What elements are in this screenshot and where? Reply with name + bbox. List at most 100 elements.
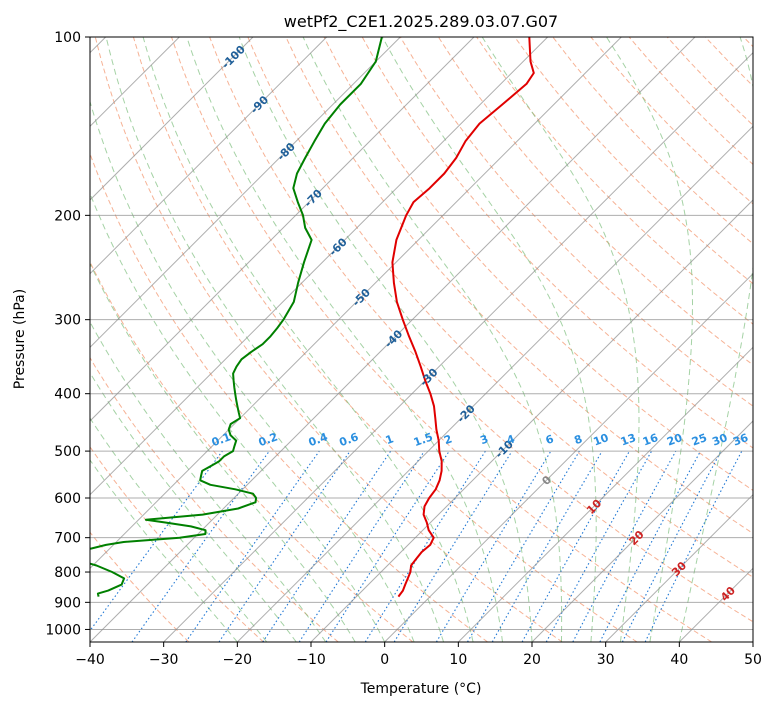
dry-adiabat-line <box>361 37 753 449</box>
moist-adiabat-line <box>90 417 268 642</box>
y-tick-label: 1000 <box>45 622 81 638</box>
mixing-ratio-label: 10 <box>592 431 611 449</box>
mixing-ratio-line <box>90 450 223 632</box>
moist-adiabat-line <box>678 37 753 642</box>
moist-adiabat-line <box>186 37 503 642</box>
dry-adiabat-line <box>247 37 753 578</box>
y-tick-label: 700 <box>54 531 81 547</box>
y-tick-label: 200 <box>54 208 81 224</box>
y-tick-label: 100 <box>54 30 81 46</box>
isotherm-line <box>236 125 753 642</box>
mixing-ratio-label: 1 <box>384 432 396 447</box>
mixing-ratio-label: 25 <box>690 431 709 448</box>
mixing-ratio-label: 3 <box>478 432 490 447</box>
x-axis: −40 −30 −20 −10 0 10 20 30 40 50 <box>75 642 762 668</box>
isotherm-line <box>457 346 753 642</box>
x-tick-label: −40 <box>75 652 105 668</box>
isotherm-line <box>310 199 753 642</box>
mixing-ratio-label: 0.1 <box>210 430 233 449</box>
isotherm-line <box>90 37 401 349</box>
mixing-ratio-line <box>393 450 513 642</box>
mixing-ratio-label: 0.6 <box>338 430 361 449</box>
dry-adiabat-line <box>171 37 712 642</box>
dry-adiabat-line <box>209 37 753 623</box>
mixing-ratio-label: 2 <box>442 432 454 447</box>
moist-adiabat-line <box>105 37 445 642</box>
moist-adiabat-line <box>90 321 327 642</box>
mixing-ratio-label: 0.2 <box>257 430 280 449</box>
mixing-ratio-label: 36 <box>731 431 750 449</box>
moist-adiabat-line <box>90 192 386 642</box>
mixing-ratio-line <box>218 450 351 642</box>
moist-adiabat-line <box>90 262 356 642</box>
y-tick-label: 800 <box>54 565 81 581</box>
mixing-ratio-label: 16 <box>641 431 660 449</box>
mixing-ratio-line <box>131 450 270 642</box>
y-tick-label: 600 <box>54 491 81 507</box>
sounding-series <box>90 37 535 598</box>
isotherm-line <box>90 37 475 422</box>
temperature-line <box>391 37 535 598</box>
moist-adiabat-line <box>381 37 597 642</box>
dry-adiabat-line <box>437 37 753 366</box>
mixing-ratio-label: 20 <box>665 431 684 449</box>
dry-adiabat-line <box>285 37 753 535</box>
y-tick-label: 900 <box>54 595 81 611</box>
plot-frame <box>89 36 754 643</box>
dry-adiabat-line <box>90 531 190 642</box>
x-tick-label: −10 <box>296 652 326 668</box>
dewpoint-line <box>90 37 383 597</box>
mixing-ratio-line <box>644 450 743 642</box>
mixing-ratio-label: 30 <box>710 431 729 449</box>
moist-adiabat-line <box>302 37 563 642</box>
dry-adiabat-line <box>132 37 638 642</box>
dry-adiabat-line <box>323 37 753 491</box>
y-tick-label: 400 <box>54 387 81 403</box>
y-tick-label: 500 <box>54 444 81 460</box>
dry-adiabat-line <box>90 446 264 642</box>
moist-adiabat-line <box>90 371 297 642</box>
mixing-ratio-line <box>572 450 677 642</box>
x-tick-label: 10 <box>449 652 467 668</box>
mixing-ratio-line <box>521 450 630 642</box>
mixing-ratio-label: 13 <box>619 431 638 448</box>
isotherm-line <box>90 37 328 275</box>
mixing-ratio-label: 8 <box>572 432 584 447</box>
x-tick-label: 30 <box>597 652 615 668</box>
plot-background <box>90 37 753 642</box>
mixing-ratio-line <box>262 450 392 642</box>
moist-adiabat-line <box>481 37 640 642</box>
mixing-ratio-label: 0.4 <box>307 430 330 449</box>
x-tick-label: 0 <box>380 652 389 668</box>
dry-adiabat-line <box>94 37 563 642</box>
moist-adiabat-line <box>238 37 533 642</box>
mixing-ratio-line <box>545 450 653 642</box>
dry-adiabat-line <box>399 37 753 407</box>
moist-adiabat-line <box>142 37 474 642</box>
mixing-ratio-line <box>185 450 320 642</box>
mixing-ratio-line <box>325 450 450 642</box>
isotherm-line <box>384 272 753 642</box>
moist-adiabat-line <box>90 459 238 642</box>
isotherm-line <box>605 493 753 642</box>
y-axis: 100 200 300 400 500 600 700 800 900 1000 <box>45 30 90 638</box>
moist-adiabat-line <box>606 37 693 642</box>
y-tick-label: 300 <box>54 313 81 329</box>
y-axis-title: Pressure (hPa) <box>12 289 28 389</box>
mixing-ratio-label: 4 <box>505 432 517 447</box>
x-tick-label: 40 <box>670 652 688 668</box>
chart-title: wetPf2_C2E1.2025.289.03.07.G07 <box>284 12 558 32</box>
x-tick-label: −30 <box>149 652 179 668</box>
isotherm-line <box>90 37 696 642</box>
dry-adiabat-line <box>90 152 488 642</box>
mixing-ratio-label: 1.5 <box>412 430 435 449</box>
x-tick-label: 50 <box>744 652 762 668</box>
isotherm-line <box>90 37 549 496</box>
dry-adiabat-line <box>90 356 339 642</box>
dry-adiabat-line <box>514 37 753 285</box>
x-tick-label: 20 <box>523 652 541 668</box>
mixing-ratio-label: 6 <box>544 432 556 447</box>
x-axis-title: Temperature (°C) <box>360 681 482 697</box>
isotherm-line <box>531 420 753 642</box>
